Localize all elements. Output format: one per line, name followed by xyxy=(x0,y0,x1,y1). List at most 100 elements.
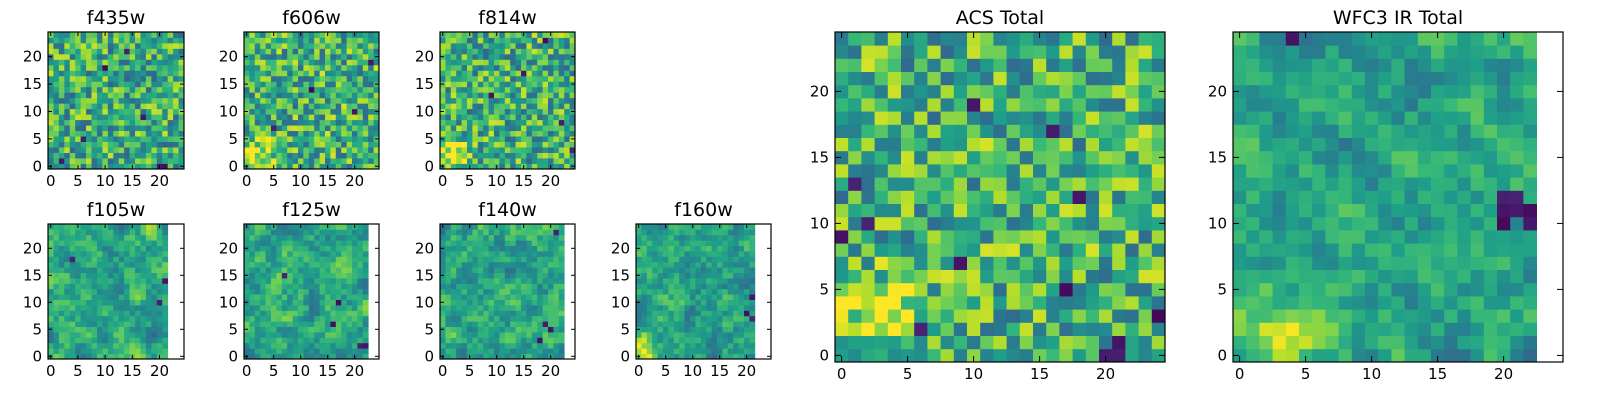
heatmap-cell xyxy=(542,224,549,230)
heatmap-cell xyxy=(1006,322,1021,336)
heatmap-cell xyxy=(118,163,125,170)
heatmap-cell xyxy=(641,299,648,306)
heatmap-cell xyxy=(636,310,642,317)
heatmap-cell xyxy=(531,288,538,295)
heatmap-cell xyxy=(440,114,446,121)
heatmap-cell xyxy=(652,348,658,354)
heatmap-cell xyxy=(548,278,554,284)
heatmap-cell xyxy=(835,150,849,165)
heatmap-cell xyxy=(58,136,65,142)
heatmap-cell xyxy=(140,37,147,44)
y-tick-label: 15 xyxy=(611,266,630,284)
heatmap-cell xyxy=(531,229,538,236)
heatmap-cell xyxy=(129,97,136,104)
heatmap-cell xyxy=(113,251,120,257)
heatmap-cell xyxy=(558,272,565,279)
heatmap-cell xyxy=(357,130,364,137)
heatmap-cell xyxy=(58,278,65,284)
heatmap-cell xyxy=(526,86,533,93)
heatmap-cell xyxy=(1138,282,1153,297)
heatmap-cell xyxy=(673,272,680,279)
heatmap-cell xyxy=(727,321,734,327)
heatmap-cell xyxy=(335,288,342,295)
heatmap-cell xyxy=(124,315,130,322)
heatmap-cell xyxy=(102,158,109,164)
heatmap-cell xyxy=(1151,296,1166,310)
heatmap-cell xyxy=(569,125,576,132)
heatmap-cell xyxy=(298,278,304,284)
heatmap-cell xyxy=(314,267,320,273)
heatmap-cell xyxy=(848,71,862,86)
heatmap-cell xyxy=(265,326,272,333)
heatmap-cell xyxy=(927,309,941,323)
heatmap-cell xyxy=(346,141,353,148)
heatmap-cell xyxy=(362,337,369,344)
heatmap-cell xyxy=(102,278,109,284)
heatmap-cell xyxy=(548,125,554,132)
heatmap-cell xyxy=(673,332,680,338)
heatmap-cell xyxy=(874,124,889,138)
heatmap-cell xyxy=(319,299,326,306)
heatmap-cell xyxy=(80,130,87,137)
heatmap-cell xyxy=(494,152,500,159)
heatmap-cell xyxy=(531,48,538,55)
heatmap-cell xyxy=(319,342,326,349)
heatmap-cell xyxy=(521,278,527,284)
heatmap-cell xyxy=(118,147,125,153)
heatmap-cell xyxy=(504,152,511,159)
heatmap-cell xyxy=(1006,45,1021,59)
heatmap-cell xyxy=(303,136,310,142)
heatmap-cell xyxy=(980,309,994,323)
heatmap-cell xyxy=(537,240,543,246)
heatmap-cell xyxy=(254,267,261,273)
heatmap-cell xyxy=(96,152,103,159)
heatmap-cell xyxy=(151,108,158,115)
heatmap-cell xyxy=(281,70,288,77)
heatmap-cell xyxy=(58,119,65,126)
heatmap-cell xyxy=(113,278,120,284)
heatmap-cell xyxy=(722,234,729,241)
heatmap-cell xyxy=(641,305,648,311)
heatmap-cell xyxy=(569,158,576,164)
heatmap-cell xyxy=(244,294,250,300)
heatmap-cell xyxy=(558,240,565,246)
heatmap-cell xyxy=(314,315,320,322)
heatmap-cell xyxy=(1019,164,1034,178)
heatmap-cell xyxy=(695,305,702,311)
heatmap-cell xyxy=(663,321,669,327)
heatmap-cell xyxy=(887,137,902,152)
y-tick-label: 0 xyxy=(32,347,42,365)
heatmap-cell xyxy=(1085,164,1100,178)
heatmap-cell xyxy=(86,283,92,290)
heatmap-cell xyxy=(641,251,648,257)
heatmap-cell xyxy=(330,119,337,126)
heatmap-cell xyxy=(494,326,500,333)
heatmap-cell xyxy=(281,299,288,306)
heatmap-cell xyxy=(292,283,299,290)
heatmap-cell xyxy=(848,32,862,46)
heatmap-cell xyxy=(738,332,745,338)
heatmap-cell xyxy=(80,283,87,290)
heatmap-cell xyxy=(738,315,745,322)
heatmap-cell xyxy=(940,190,955,204)
heatmap-cell xyxy=(646,348,653,354)
heatmap-cell xyxy=(684,326,691,333)
heatmap-cell xyxy=(980,216,994,231)
heatmap-cell xyxy=(287,294,293,300)
heatmap-cell xyxy=(542,136,549,142)
heatmap-cell xyxy=(663,229,669,236)
heatmap-cell xyxy=(706,342,712,349)
heatmap-cell xyxy=(254,70,261,77)
heatmap-cell xyxy=(118,310,125,317)
heatmap-cell xyxy=(477,108,484,115)
heatmap-cell xyxy=(102,70,109,77)
heatmap-cell xyxy=(537,224,543,230)
heatmap-cell xyxy=(967,309,981,323)
heatmap-cell xyxy=(488,261,495,268)
heatmap-cell xyxy=(1151,150,1166,165)
heatmap-cell xyxy=(483,321,489,327)
heatmap-cell xyxy=(58,59,65,66)
heatmap-cell xyxy=(940,45,955,59)
heatmap-cell xyxy=(69,288,76,295)
